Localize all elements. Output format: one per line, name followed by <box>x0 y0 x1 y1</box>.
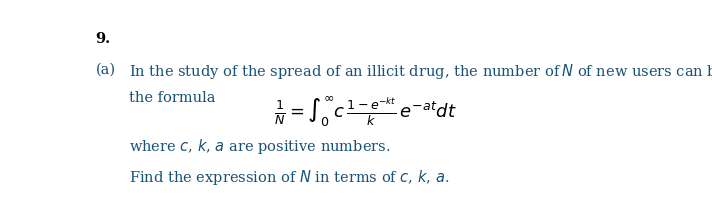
Text: where $c$, $k$, $a$ are positive numbers.: where $c$, $k$, $a$ are positive numbers… <box>129 137 390 156</box>
Text: $\frac{1}{N} = \int_0^{\infty} c\,\frac{1-e^{-kt}}{k}\,e^{-at}dt$: $\frac{1}{N} = \int_0^{\infty} c\,\frac{… <box>273 95 456 129</box>
Text: Find the expression of $N$ in terms of $c$, $k$, $a$.: Find the expression of $N$ in terms of $… <box>129 167 449 186</box>
Text: (a): (a) <box>95 62 116 76</box>
Text: the formula: the formula <box>129 90 215 104</box>
Text: In the study of the spread of an illicit drug, the number of $N$ of new users ca: In the study of the spread of an illicit… <box>129 62 712 81</box>
Text: 9.: 9. <box>95 32 111 46</box>
